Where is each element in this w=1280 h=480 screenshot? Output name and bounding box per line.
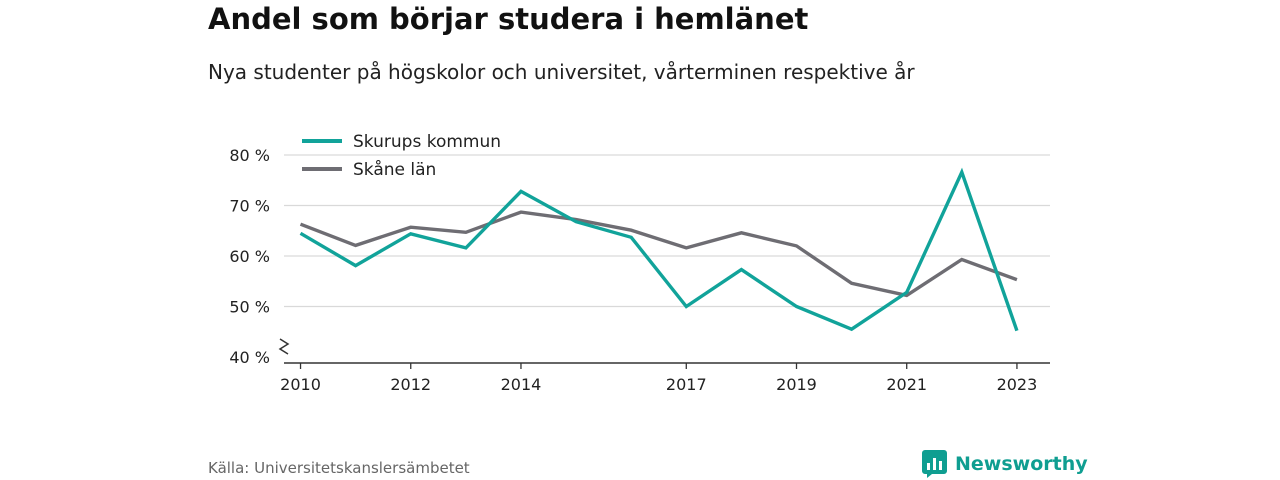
source-note: Källa: Universitetskanslersämbetet [208, 459, 470, 477]
legend: Skurups kommun Skåne län [302, 132, 501, 180]
x-tick-label: 2019 [776, 375, 817, 394]
x-tick-label: 2021 [886, 375, 927, 394]
line-chart: 40 % 50 % 60 % 70 % 80 % 2010 2012 2014 2017 2019… [229, 132, 1050, 394]
y-tick-label: 70 % [229, 197, 270, 216]
series-line-skane [299, 210, 1018, 298]
axes: 40 % 50 % 60 % 70 % 80 % 2010 2012 2014 2017 2019… [229, 146, 1050, 394]
x-tick-label: 2014 [501, 375, 542, 394]
y-tick-label: 40 % [229, 348, 270, 367]
x-tick-label: 2017 [666, 375, 707, 394]
x-tick-label: 2023 [997, 375, 1038, 394]
y-tick-label: 80 % [229, 146, 270, 165]
chart-title: Andel som börjar studera i hemlänet [208, 2, 809, 36]
bar-chart-speech-bubble-icon [922, 450, 947, 478]
series-line-skurup [299, 167, 1019, 332]
y-tick-label: 50 % [229, 298, 270, 317]
legend-label-skurup: Skurups kommun [353, 132, 501, 152]
axis-break-marker [278, 338, 290, 355]
x-tick-label: 2012 [390, 375, 431, 394]
chart-subtitle: Nya studenter på högskolor och universit… [208, 60, 915, 84]
brand-name: Newsworthy [955, 453, 1088, 475]
series-lines [299, 167, 1019, 332]
brand-logo[interactable]: Newsworthy [922, 450, 1088, 478]
x-tick-label: 2010 [280, 375, 321, 394]
y-tick-label: 60 % [229, 247, 270, 266]
legend-label-skane: Skåne län [353, 159, 436, 180]
